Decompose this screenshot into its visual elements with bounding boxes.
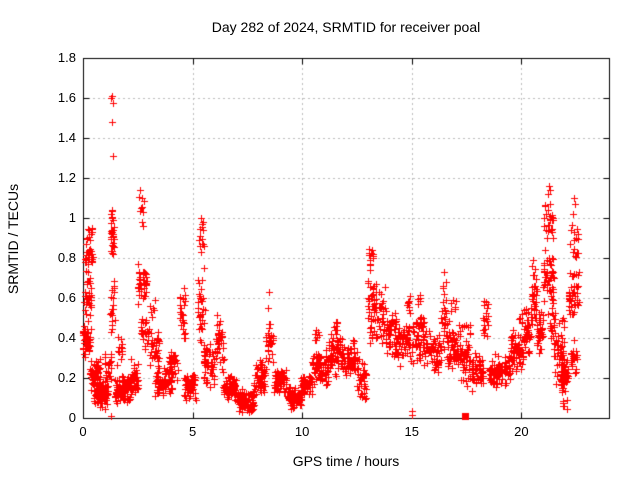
x-axis-label: GPS time / hours <box>292 453 400 469</box>
y-tick-label: 0.2 <box>57 370 76 385</box>
x-tick-label: 0 <box>79 424 87 439</box>
chart-title: Day 282 of 2024, SRMTID for receiver poa… <box>211 19 481 35</box>
x-tick-label: 20 <box>514 424 529 439</box>
y-axis-label: SRMTID / TECUs <box>5 183 21 295</box>
y-tick-label: 1.8 <box>57 50 76 65</box>
y-tick-label: 1.4 <box>57 130 76 145</box>
x-tick-label: 15 <box>404 424 419 439</box>
y-tick-label: 0.6 <box>57 290 76 305</box>
y-tick-label: 1 <box>68 210 76 225</box>
y-tick-label: 0.4 <box>57 330 76 345</box>
y-tick-label: 0 <box>68 410 76 425</box>
x-tick-label: 10 <box>294 424 310 439</box>
y-tick-label: 0.8 <box>57 250 76 265</box>
y-tick-label: 1.6 <box>57 90 76 105</box>
x-tick-label: 5 <box>188 424 197 439</box>
y-tick-label: 1.2 <box>57 170 76 185</box>
